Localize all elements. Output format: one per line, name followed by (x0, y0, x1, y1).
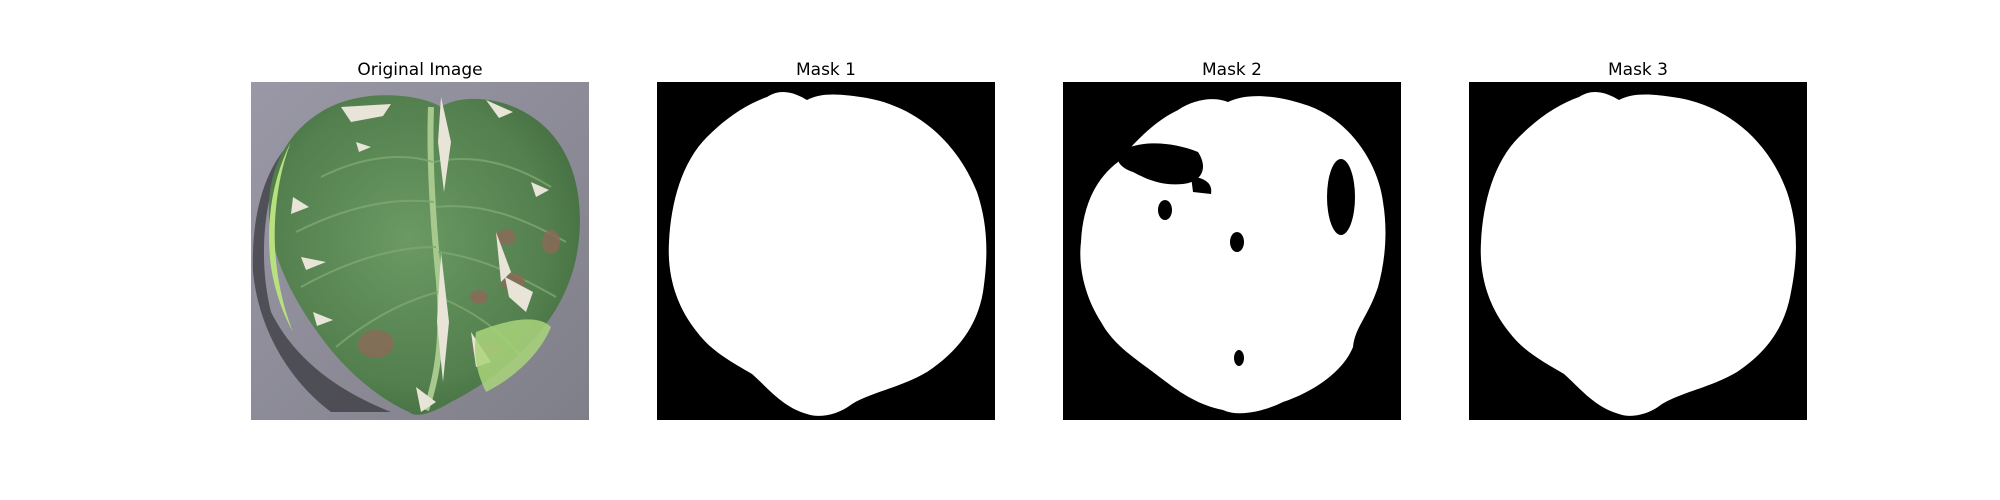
leaf-white-spots (291, 97, 549, 412)
panel-mask-1: Mask 1 (657, 58, 995, 420)
mask-2-image (1063, 82, 1401, 420)
leaf-bright-patch (474, 319, 551, 392)
mask-3-leaf-region (1480, 91, 1796, 416)
mask-3-image (1469, 82, 1807, 420)
panel-title-mask-3: Mask 3 (1607, 60, 1668, 80)
original-leaf-image (251, 82, 589, 420)
leaf-midrib (423, 106, 444, 411)
mask-2-holes (1063, 82, 1355, 366)
panel-original-image: Original Image (251, 58, 589, 420)
panel-title-mask-2: Mask 2 (1201, 60, 1262, 80)
mask-1-image (657, 82, 995, 420)
mask-1-leaf-region (668, 91, 987, 416)
panel-title-original-image: Original Image (357, 60, 483, 80)
panel-title-mask-1: Mask 1 (795, 60, 856, 80)
leaf-shadow (252, 142, 391, 412)
leaf-edge-highlight (269, 142, 293, 332)
panel-mask-2: Mask 2 (1063, 58, 1401, 420)
panel-mask-3: Mask 3 (1469, 58, 1807, 420)
